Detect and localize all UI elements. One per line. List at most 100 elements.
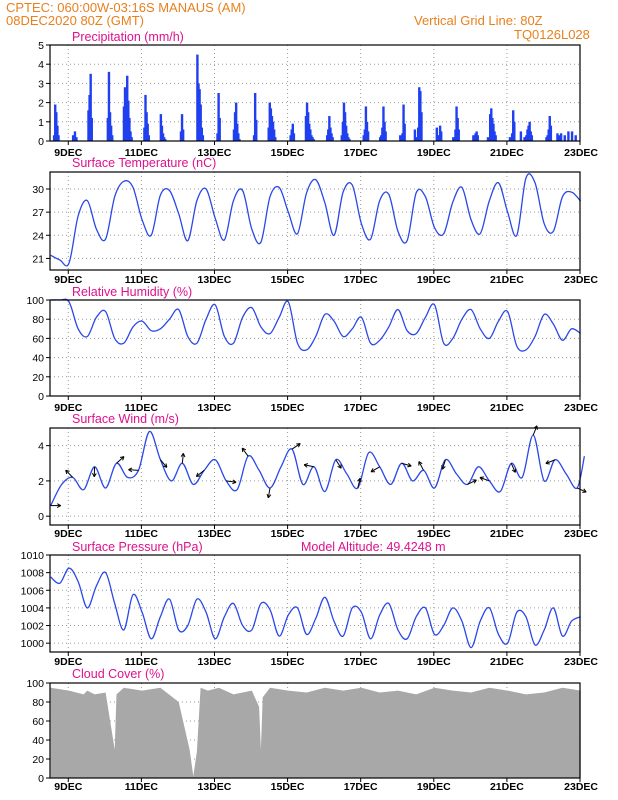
temp-line — [50, 173, 582, 267]
cloud-xtick-label-1: 11DEC — [125, 781, 159, 793]
pressure-panel: Surface Pressure (hPa) 1000 1002 1004 1006 10… — [21, 540, 599, 668]
precip-bar-159 — [570, 131, 574, 141]
wind-frame — [49, 427, 581, 526]
pressure-ytick-label-4: 1008 — [21, 568, 45, 580]
wind-arrow-12 — [181, 453, 184, 464]
wind-title: Surface Wind (m/s) — [72, 412, 179, 426]
precip-bar-15 — [109, 125, 113, 141]
wind-arrow-36 — [441, 459, 446, 470]
precip-bar-160 — [574, 135, 577, 141]
precip-bar-148 — [530, 135, 534, 141]
wind-arrowhead-12 — [180, 453, 186, 458]
wind-arrow-20 — [267, 487, 271, 498]
wind-arrowhead-46 — [545, 460, 550, 465]
wind-arrow-44 — [532, 425, 538, 436]
precip-bar-71 — [309, 129, 312, 141]
rh-ytick-label-4: 80 — [32, 314, 44, 326]
precip-bar-116 — [440, 131, 443, 141]
wind-arrowhead-18 — [241, 447, 247, 453]
precip-bar-156 — [559, 133, 563, 141]
precip-bar-140 — [513, 121, 516, 141]
temp-frame — [49, 171, 581, 271]
precip-xtick-label-0: 9DEC — [54, 147, 82, 159]
precip-ytick-label-1: 1 — [38, 117, 44, 129]
pressure-xtick-label-4: 17DEC — [344, 656, 378, 668]
rh-ytick-label-2: 40 — [32, 353, 44, 365]
cloud-ytick-label-4: 80 — [32, 697, 44, 709]
temp-xtick-label-4: 17DEC — [344, 274, 378, 286]
pressure-ytick-label-3: 1006 — [21, 585, 45, 597]
wind-arrowhead-14 — [195, 472, 201, 477]
cloud-xtick-label-4: 17DEC — [344, 781, 378, 793]
precip-bar-5 — [71, 135, 75, 141]
pressure-xtick-label-5: 19DEC — [417, 656, 451, 668]
precip-xtick-label-4: 17DEC — [344, 147, 378, 159]
wind-arrow-42 — [510, 463, 516, 473]
wind-arrow-24 — [304, 464, 315, 468]
precip-xtick-label-3: 15DEC — [271, 147, 305, 159]
cloud-ytick-label-2: 40 — [32, 735, 44, 747]
temp-ytick-label-2: 27 — [32, 207, 44, 219]
wind-ytick-label-2: 4 — [38, 441, 44, 453]
precip-bar-11 — [90, 117, 93, 141]
wind-xtick-label-7: 23DEC — [564, 528, 598, 540]
pressure-ytick-label-5: 1010 — [21, 550, 45, 562]
precip-bar-37 — [181, 129, 185, 141]
wind-xtick-label-4: 17DEC — [344, 528, 378, 540]
wind-arrow-14 — [196, 469, 205, 477]
temp-ytick-label-3: 30 — [32, 184, 44, 196]
cloud-xtick-label-5: 19DEC — [417, 781, 451, 793]
rh-line — [50, 298, 582, 352]
rh-ytick-label-3: 60 — [32, 333, 44, 345]
wind-arrow-10 — [160, 459, 168, 468]
pressure-xtick-label-2: 13DEC — [198, 656, 232, 668]
temp-xtick-label-0: 9DEC — [54, 274, 82, 286]
cloud-xtick-label-2: 13DEC — [198, 781, 232, 793]
rh-xtick-label-2: 13DEC — [198, 402, 232, 414]
wind-arrow-46 — [545, 459, 556, 464]
cloud-xtick-label-7: 23DEC — [564, 781, 598, 793]
precip-bar-22 — [128, 117, 131, 141]
precip-ytick-label-4: 4 — [38, 59, 44, 71]
rh-ytick-label-1: 20 — [32, 372, 44, 384]
precip-bar-36 — [180, 114, 184, 141]
rh-xtick-label-4: 17DEC — [344, 402, 378, 414]
wind-arrowhead-16 — [232, 479, 237, 485]
precip-bar-103 — [402, 104, 405, 141]
precip-xtick-label-1: 11DEC — [125, 147, 159, 159]
wind-arrowhead-20 — [266, 493, 272, 499]
wind-arrow-16 — [226, 480, 237, 483]
wind-arrowhead-2 — [65, 469, 70, 475]
precip-bar-7 — [75, 137, 78, 141]
precip-bar-46 — [218, 117, 221, 141]
wind-arrow-8 — [128, 469, 139, 471]
cloud-xtick-label-3: 15DEC — [271, 781, 305, 793]
precip-bar-55 — [255, 119, 258, 141]
cloud-area — [50, 687, 581, 778]
precip-bar-16 — [111, 135, 114, 141]
rh-panel: Relative Humidity (%) 0 20 40 60 80 100 9DEC 11D… — [26, 285, 598, 414]
precip-bar-93 — [366, 131, 370, 141]
precip-bar-153 — [549, 125, 553, 141]
temp-title: Surface Temperature (nC) — [72, 156, 216, 170]
pressure-frame — [49, 554, 581, 653]
precip-bar-52 — [238, 139, 241, 141]
precip-bar-62 — [274, 137, 277, 141]
precip-bar-45 — [217, 93, 220, 141]
temp-panel: Surface Temperature (nC) 21 24 27 30 9DEC 11DE… — [32, 156, 598, 286]
pressure-xtick-label-1: 11DEC — [125, 656, 159, 668]
precip-bar-154 — [556, 133, 559, 141]
precip-bar-13 — [107, 71, 111, 141]
precip-bar-135 — [494, 135, 497, 141]
rh-xtick-label-3: 15DEC — [271, 402, 305, 414]
precip-bar-157 — [563, 135, 566, 141]
temp-xtick-label-3: 15DEC — [271, 274, 305, 286]
wind-xtick-label-5: 19DEC — [417, 528, 451, 540]
pressure-title: Surface Pressure (hPa) — [72, 540, 203, 554]
precip-bar-49 — [234, 102, 238, 141]
temp-xtick-label-1: 11DEC — [125, 274, 159, 286]
precip-bar-42 — [200, 127, 203, 141]
temp-ytick-label-1: 24 — [32, 230, 44, 242]
temp-ytick-label-0: 21 — [32, 253, 44, 265]
precip-bar-142 — [523, 137, 526, 141]
